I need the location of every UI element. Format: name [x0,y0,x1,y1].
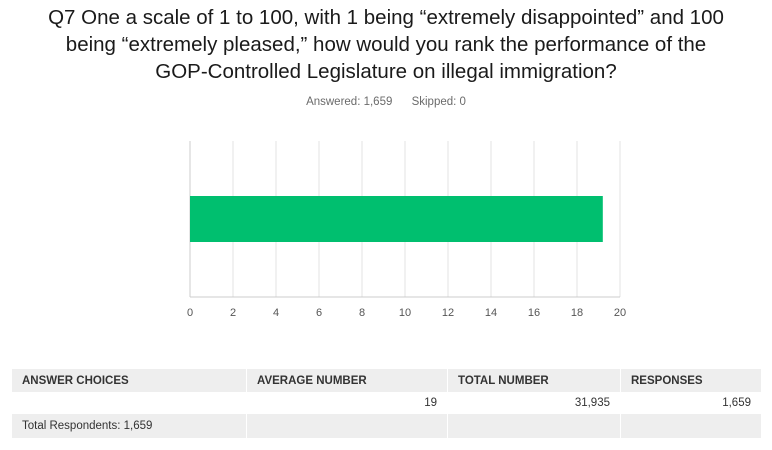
total-number-cell: 31,935 [447,392,621,414]
question-line: Q7 One a scale of 1 to 100, with 1 being… [48,6,724,29]
total-empty-cell [447,414,621,438]
responses-cell: 1,659 [620,392,762,414]
bar [190,196,603,242]
col-header-total-number: TOTAL NUMBER [447,369,621,392]
col-header-average-number: AVERAGE NUMBER [246,369,448,392]
response-stats: Answered: 1,659 Skipped: 0 [0,96,772,108]
total-respondents: Total Respondents: 1,659 [12,414,247,438]
answer-choice-cell [12,392,247,414]
total-empty-cell [620,414,762,438]
question-line: being “extremely pleased,” how would you… [65,33,707,56]
x-tick-label: 8 [359,307,365,319]
total-empty-cell [246,414,448,438]
x-tick-label: 2 [230,307,236,319]
bar-chart: 0 2 4 6 8 10 12 14 16 18 20 [187,141,626,319]
x-tick-label: 14 [485,307,497,319]
question-title: Q7 One a scale of 1 to 100, with 1 being… [10,4,762,85]
average-number-cell: 19 [246,392,448,414]
table-header-row: ANSWER CHOICES AVERAGE NUMBER TOTAL NUMB… [12,369,762,392]
summary-table: ANSWER CHOICES AVERAGE NUMBER TOTAL NUMB… [12,369,762,438]
x-tick-label: 10 [399,307,411,319]
x-tick-label: 12 [442,307,454,319]
answered-count: Answered: 1,659 [306,96,393,108]
total-row: Total Respondents: 1,659 [12,414,762,438]
x-tick-label: 16 [528,307,540,319]
x-tick-label: 0 [187,307,193,319]
col-header-answer-choices: ANSWER CHOICES [12,369,247,392]
x-tick-label: 20 [614,307,626,319]
table-row: 19 31,935 1,659 [12,392,762,414]
skipped-count: Skipped: 0 [411,96,466,108]
question-line: GOP-Controlled Legislature on illegal im… [155,60,617,83]
col-header-responses: RESPONSES [620,369,762,392]
x-tick-label: 18 [571,307,583,319]
x-tick-label: 4 [273,307,279,319]
x-tick-label: 6 [316,307,322,319]
